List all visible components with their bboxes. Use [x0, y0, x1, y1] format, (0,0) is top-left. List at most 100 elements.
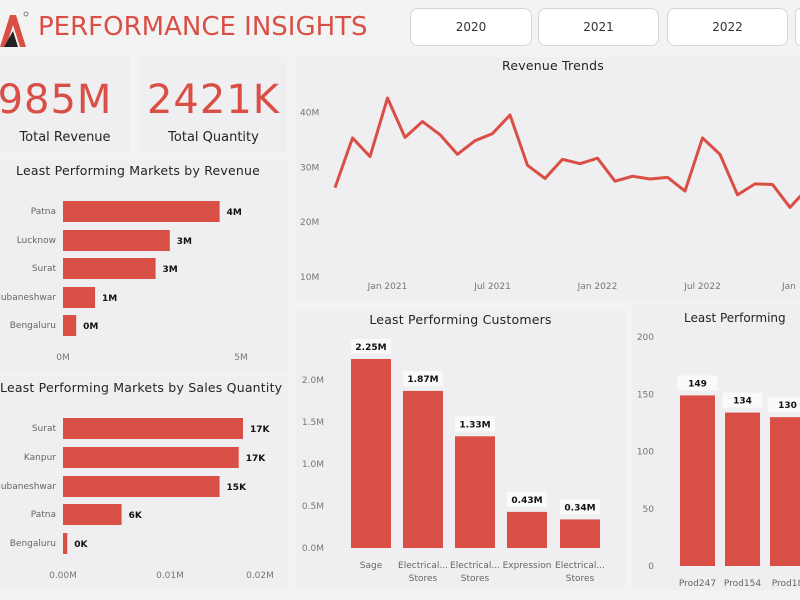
y-tick-label: 1.0M [302, 460, 324, 470]
category-label: Lucknow [17, 236, 56, 246]
bar [725, 412, 760, 566]
bar [560, 519, 600, 548]
data-label-background [507, 491, 547, 507]
year-filter-next[interactable] [795, 8, 800, 46]
year-filter-2021[interactable]: 2021 [538, 8, 659, 46]
data-label-background [351, 339, 391, 354]
bar [770, 417, 800, 566]
data-label: 17K [246, 454, 267, 464]
kpi-label: Total Revenue [19, 130, 111, 145]
y-tick-label: 10M [300, 273, 319, 283]
bar [63, 230, 170, 251]
bar [63, 201, 220, 222]
kpi-total-revenue: 985M Total Revenue [0, 57, 130, 153]
category-label: Prod18 [772, 579, 800, 589]
x-tick-label: 0.00M [49, 571, 77, 581]
y-tick-label: 200 [637, 333, 654, 343]
data-label: 2.25M [355, 343, 386, 353]
y-tick-label: 30M [300, 163, 319, 173]
category-label: Surat [32, 264, 57, 274]
x-tick-label: 0.01M [156, 571, 184, 581]
kpi-label: Total Quantity [168, 130, 259, 145]
category-label: Sage [360, 561, 383, 571]
data-label: 15K [227, 483, 248, 493]
y-tick-label: 40M [300, 109, 319, 119]
chart-title: Least Performing [684, 311, 786, 325]
page-title: PERFORMANCE INSIGHTS [38, 12, 368, 42]
kpi-total-quantity: 2421K Total Quantity [140, 57, 287, 153]
category-label: Prod154 [724, 579, 761, 589]
category-label: Bengaluru [10, 321, 56, 331]
category-label: Electrical... [398, 561, 448, 571]
bar [455, 436, 495, 548]
logo-icon [0, 11, 29, 47]
data-label: 1.33M [459, 420, 490, 430]
data-label-background [560, 499, 600, 515]
data-label: 0.43M [511, 496, 542, 506]
markets-quantity-chart: Least Performing Markets by Sales Quanti… [0, 376, 288, 590]
data-label: 149 [688, 379, 707, 389]
customers-chart: Least Performing Customers 2.0M 1.5M 1.0M 0… [296, 310, 625, 590]
category-label: Bhubaneshwar [0, 482, 56, 492]
category-label: Prod247 [679, 579, 716, 589]
bar [63, 533, 68, 554]
bar [403, 390, 443, 548]
data-label-background [403, 370, 443, 386]
bar [507, 511, 547, 548]
bar [63, 315, 77, 336]
kpi-value: 985M [0, 77, 113, 123]
y-tick-label: 100 [637, 448, 654, 458]
bar [351, 359, 391, 548]
category-label: Bengaluru [10, 539, 56, 549]
data-label: 0M [83, 322, 98, 332]
category-label: Surat [32, 424, 57, 434]
x-tick-label: 0M [56, 353, 70, 363]
category-label: Stores [566, 574, 595, 584]
data-label: 134 [733, 397, 752, 407]
year-filter-2020[interactable]: 2020 [410, 8, 532, 46]
bar [680, 395, 715, 566]
bar [63, 447, 239, 468]
chart-title: Least Performing Customers [369, 312, 552, 327]
year-filter-2022[interactable]: 2022 [667, 8, 788, 46]
data-label: 0K [74, 540, 88, 550]
revenue-trends-chart: Revenue Trends 40M 30M 20M 10M Jan 2021 Jul 2… [296, 57, 800, 301]
y-tick-label: 150 [637, 390, 654, 400]
revenue-line [333, 96, 800, 209]
category-label: Stores [461, 574, 490, 584]
data-label: 3M [163, 265, 178, 275]
data-label-background [455, 416, 495, 432]
data-label-background [722, 392, 763, 408]
year-label: 2021 [583, 20, 614, 34]
products-chart: Least Performing 200 150 100 50 0 149 Prod247 1… [632, 305, 800, 590]
x-tick-label: Jul 2022 [683, 282, 721, 292]
x-tick-label: 5M [234, 353, 248, 363]
x-tick-label: Jan 2021 [367, 282, 408, 292]
data-label-background [677, 375, 718, 391]
category-label: Electrical... [450, 561, 500, 571]
bar [63, 287, 96, 308]
x-tick-label: Jan [781, 282, 796, 292]
x-tick-label: Jul 2021 [473, 282, 511, 292]
data-label: 130 [778, 401, 797, 411]
category-label: Patna [31, 510, 56, 520]
y-tick-label: 2.0M [302, 376, 324, 386]
y-tick-label: 0.5M [302, 502, 324, 512]
logo [0, 9, 30, 49]
category-label: Bhubaneshwar [0, 293, 56, 303]
kpi-value: 2421K [146, 77, 281, 123]
chart-title: Revenue Trends [502, 58, 604, 73]
data-label: 6K [129, 511, 143, 521]
data-label: 4M [227, 208, 242, 218]
chart-title: Least Performing Markets by Revenue [16, 163, 261, 178]
y-tick-label: 50 [643, 505, 655, 515]
category-label: Electrical... [555, 561, 605, 571]
y-tick-label: 0 [648, 562, 654, 572]
data-label: 1.87M [407, 375, 438, 385]
data-label: 17K [250, 425, 271, 435]
year-label: 2022 [712, 20, 743, 34]
markets-revenue-chart: Least Performing Markets by Revenue Patn… [0, 160, 288, 371]
y-tick-label: 0.0M [302, 544, 324, 554]
bar [63, 258, 156, 279]
category-label: Stores [409, 574, 438, 584]
